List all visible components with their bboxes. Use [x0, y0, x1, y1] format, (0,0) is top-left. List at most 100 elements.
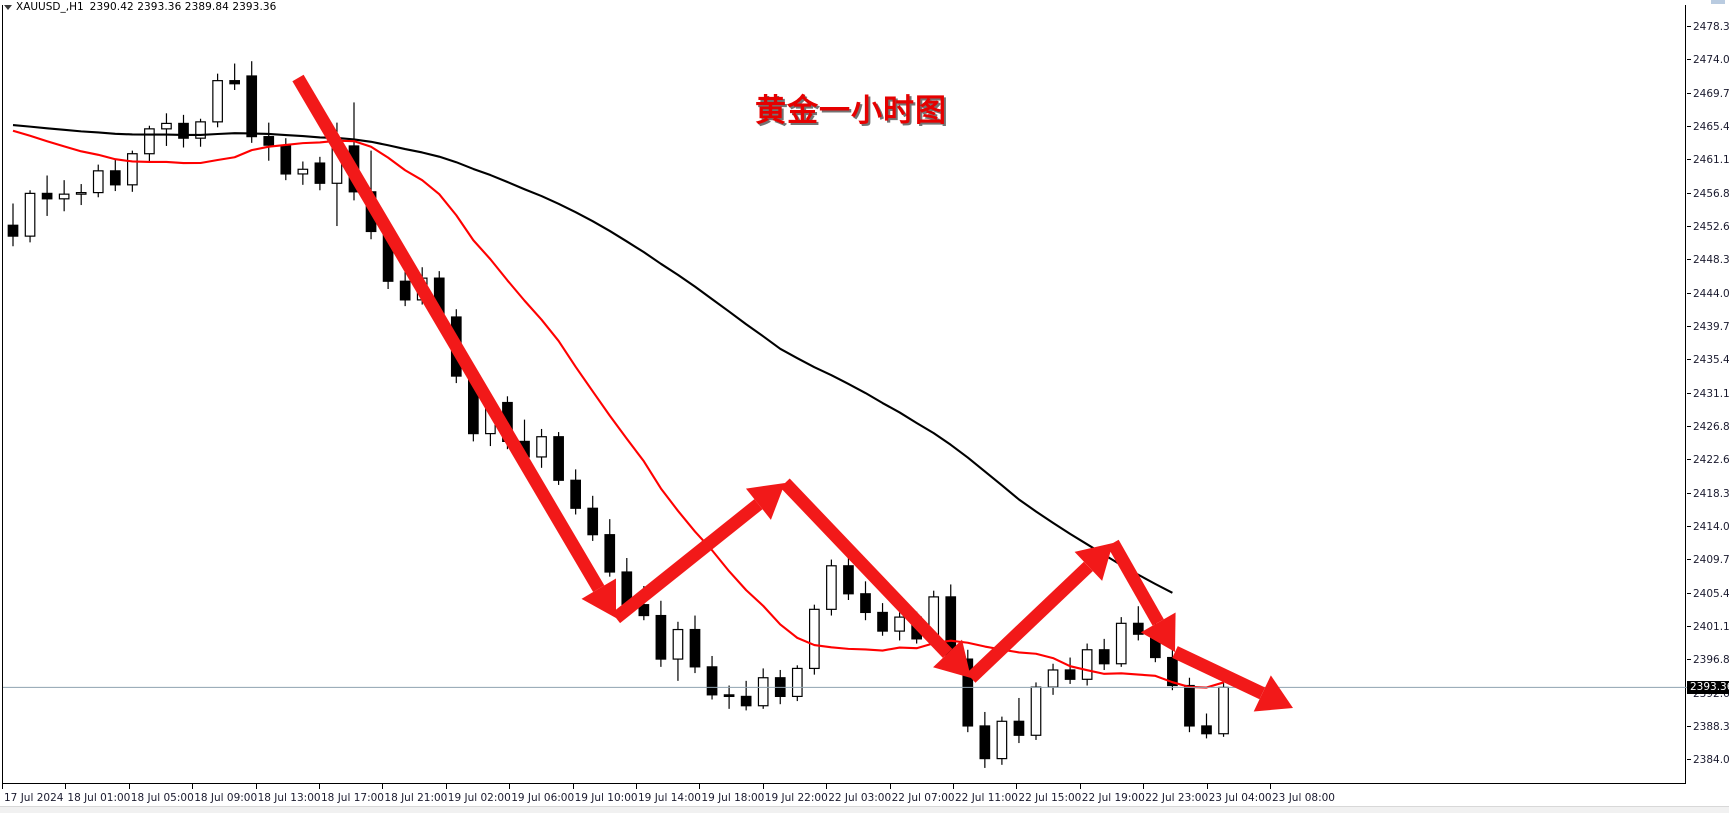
annotation-title: 黄金一小时图 [755, 93, 947, 129]
ohlc-values: 2390.42 2393.36 2389.84 2393.36 [89, 1, 277, 13]
time-tick-mark [1016, 784, 1018, 789]
candle-body [297, 168, 309, 175]
tick-mark [1687, 59, 1691, 61]
tick-mark [1687, 159, 1691, 161]
time-tick-label: 22 Jul 23:00 [1145, 792, 1209, 804]
arrow-shaft [966, 561, 1093, 683]
time-tick-label: 22 Jul 07:00 [891, 792, 955, 804]
tick-mark [1687, 192, 1691, 194]
price-tick-label: 2448.30 [1687, 255, 1729, 266]
time-tick-mark [192, 784, 194, 789]
candle-body [723, 694, 735, 698]
candle-body [877, 611, 888, 632]
time-tick-mark [826, 784, 828, 789]
candle-body [604, 534, 616, 573]
price-axis[interactable]: 2478.30 2474.00 2469.70 2465.40 2461.10 2456.… [1687, 0, 1729, 799]
time-tick-label: 22 Jul 03:00 [828, 792, 892, 804]
tick-mark [1687, 425, 1691, 427]
candlestick-series [7, 61, 1229, 768]
candle-body [689, 628, 701, 668]
candle-body [7, 224, 19, 237]
tick-mark [1687, 492, 1691, 494]
arrow-head [1140, 612, 1176, 652]
candle-body [1184, 684, 1195, 727]
time-tick-mark [1206, 784, 1208, 789]
candle-body [92, 170, 104, 194]
tick-mark [1687, 225, 1691, 227]
trend-arrow-annotations [292, 74, 1293, 712]
tick-mark [1687, 525, 1691, 527]
candle-body [229, 80, 240, 85]
price-tick-label: 2409.70 [1687, 555, 1729, 566]
time-tick-label: 18 Jul 17:00 [321, 792, 384, 804]
time-tick-label: 19 Jul 10:00 [574, 792, 638, 804]
price-tick-label: 2401.10 [1687, 622, 1729, 632]
candle-body [1201, 725, 1212, 735]
time-tick-mark [699, 784, 701, 789]
price-tick-label: 2469.70 [1687, 88, 1729, 99]
time-tick-mark [128, 784, 130, 789]
price-tick-label: 2461.10 [1687, 155, 1729, 166]
tick-mark [1687, 659, 1691, 661]
price-tick-label: 2414.00 [1687, 522, 1729, 532]
price-tick-label: 2422.60 [1687, 455, 1729, 466]
time-tick-mark [445, 784, 447, 789]
price-tick-label: 2465.40 [1687, 122, 1729, 132]
time-tick-mark [2, 784, 3, 789]
price-tick-label: 2435.40 [1687, 355, 1729, 366]
scroll-handle[interactable] [1711, 0, 1725, 4]
tick-mark [1687, 559, 1691, 561]
time-tick-label: 18 Jul 01:00 [67, 792, 131, 804]
tick-mark [1687, 259, 1691, 261]
candle-body [860, 593, 871, 614]
tick-mark [1687, 725, 1691, 727]
ma-fast-line [12, 129, 1224, 689]
candle-body [757, 677, 769, 707]
price-tick-label: 2456.80 [1687, 188, 1729, 199]
price-tick-label: 2452.60 [1687, 222, 1729, 232]
time-tick-label: 18 Jul 09:00 [194, 792, 258, 804]
arrow-shaft [1172, 646, 1266, 700]
tick-mark [1687, 92, 1691, 94]
time-tick-label: 18 Jul 13:00 [257, 792, 321, 804]
arrow-shaft [611, 499, 763, 624]
candle-body [263, 136, 275, 146]
arrow-head [581, 578, 616, 618]
candle-body [740, 695, 752, 707]
time-tick-mark [382, 784, 384, 789]
candle-body [1081, 649, 1093, 680]
chart-canvas [3, 61, 1687, 768]
time-tick-label: 22 Jul 19:00 [1081, 792, 1145, 804]
time-tick-mark [762, 784, 764, 789]
tick-mark [1687, 592, 1691, 594]
price-tick-label: 2478.30 [1687, 22, 1729, 32]
candle-body [126, 153, 138, 186]
price-tick-label: 2384.00 [1687, 755, 1729, 766]
candle-body [1013, 720, 1025, 736]
time-tick-label: 18 Jul 21:00 [384, 792, 448, 804]
tick-mark [1687, 359, 1691, 361]
time-tick-mark [1079, 784, 1081, 789]
arrow-head [745, 483, 785, 520]
symbol-header-bar: XAUUSD_,H1 2390.42 2393.36 2389.84 2393.… [0, 0, 1729, 14]
candle-body [962, 658, 974, 727]
candle-body [58, 193, 70, 200]
candle-body [75, 192, 87, 195]
chevron-down-icon[interactable] [4, 4, 12, 10]
candle-body [109, 170, 121, 186]
arrow-shaft [780, 478, 953, 658]
candle-body [791, 667, 803, 698]
candle-body [638, 604, 650, 617]
price-tick-label: 2439.70 [1687, 322, 1729, 332]
tick-mark [1687, 292, 1691, 294]
chart-plot-area[interactable] [2, 5, 1687, 784]
candle-body [314, 162, 326, 184]
candle-body [246, 75, 258, 138]
candle-body [1047, 669, 1059, 688]
candle-body [570, 479, 582, 509]
tick-mark [1687, 392, 1691, 394]
time-tick-label: 17 Jul 2024 [4, 792, 64, 804]
candle-body [672, 628, 684, 660]
time-tick-label: 23 Jul 08:00 [1272, 792, 1335, 804]
